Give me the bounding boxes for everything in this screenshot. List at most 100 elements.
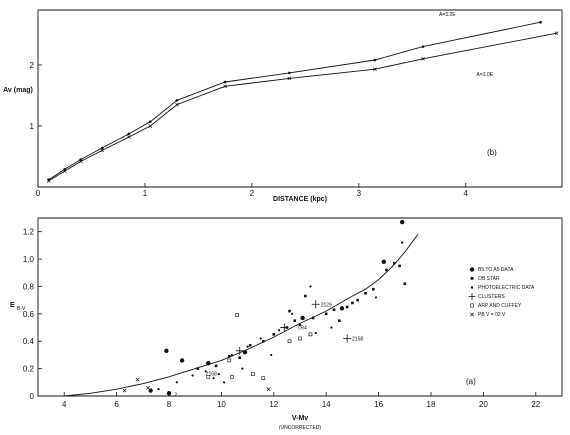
panel-b-point — [127, 132, 131, 136]
arp-cuffey-point — [251, 372, 255, 376]
photoelectric-point — [157, 388, 160, 391]
panel-a-points — [122, 219, 407, 396]
panel-b-point — [148, 120, 152, 123]
panel-b-point — [46, 179, 51, 183]
ob-star-point — [272, 333, 276, 336]
panel-a-x-tick-label: 20 — [479, 400, 488, 409]
photoelectric-point — [241, 367, 244, 370]
photoelectric-point — [230, 353, 233, 357]
color-excess-panel: 4 6 8 10 12 14 16 18 20 22 0 0.2 0.4 0.6 0.8 1.0 1.2 212… — [10, 217, 563, 431]
panel-b-point — [539, 20, 542, 24]
ob-star-point — [214, 364, 218, 368]
cluster-point — [343, 334, 352, 343]
b5-a5-point — [179, 358, 185, 363]
photoelectric-point — [298, 323, 302, 326]
photoelectric-point — [217, 372, 220, 376]
photoelectric-point — [204, 370, 207, 373]
panel-b-y-axis-label: Av (mag) — [3, 87, 33, 94]
ob-star-point — [238, 356, 242, 359]
ob-star-point — [248, 344, 252, 347]
legend-entry: ARP AND CUFFEY — [478, 303, 522, 309]
pb-point — [122, 388, 127, 393]
legend-entry: OB STAR — [478, 276, 500, 282]
b5-a5-point — [300, 315, 305, 321]
panel-b-label: (b) — [487, 148, 497, 157]
panel-b-point — [421, 56, 425, 61]
panel-b-series-line — [48, 21, 541, 181]
extinction-curve — [64, 234, 419, 397]
arp-cuffey-point — [206, 375, 211, 379]
b5-a5-point — [339, 306, 345, 311]
label-2168: 2168 — [206, 372, 217, 378]
legend-entry: B5 TO A5 DATA — [478, 267, 514, 273]
panel-b-point — [175, 99, 179, 102]
panel-b-y-tick-label: 2 — [30, 61, 35, 70]
photoelectric-point — [330, 326, 333, 329]
legend-entry: CLUSTERS — [478, 294, 505, 300]
panel-a-y-tick-label: 0.6 — [23, 310, 35, 319]
b5-a5-point — [242, 349, 248, 355]
extinction-distance-panel: 0 1 2 3 4 1 2 A=3.2E A=3.0E DISTANCE (kpc) Av (… — [3, 9, 563, 203]
panel-a-x-tick-label: 4 — [62, 400, 67, 409]
panel-a-ticks: 4 6 8 10 12 14 16 18 20 22 0 0.2 0.4 0.6 0.8 1.0 1.2 — [23, 228, 541, 409]
panel-a-x-tick-label: 12 — [269, 400, 278, 409]
panel-b-series-label: A=3.0E — [476, 72, 493, 78]
ob-star-point — [288, 309, 291, 313]
panel-b-series-line — [48, 32, 557, 182]
panel-a-y-tick-label: 1.2 — [23, 228, 35, 237]
legend-marker-pb — [470, 312, 474, 317]
panel-b-point — [288, 71, 291, 75]
panel-b-point — [63, 168, 67, 171]
ob-star-point — [364, 292, 367, 295]
photoelectric-point — [401, 241, 404, 244]
legend-entry: PB V = 02 V — [478, 312, 506, 318]
panel-a-x-tick-label: 6 — [114, 400, 119, 409]
pb-point — [266, 387, 271, 392]
photoelectric-point — [246, 345, 249, 348]
panel-b-x-tick-label: 0 — [36, 189, 41, 198]
label-2: 2 — [174, 393, 177, 399]
panel-a-x-tick-label: 22 — [531, 400, 540, 409]
photoelectric-point — [270, 353, 273, 357]
ob-star-point — [293, 319, 297, 322]
b5-a5-point — [166, 391, 172, 396]
panel-b-point — [421, 45, 425, 48]
arp-cuffey-point — [287, 339, 292, 344]
ob-star-point — [196, 367, 200, 370]
ob-star-point — [393, 261, 396, 265]
panel-a-x-tick-label: 14 — [322, 400, 331, 409]
cluster-point — [311, 300, 320, 309]
photoelectric-point — [309, 285, 312, 288]
photoelectric-point — [175, 381, 178, 384]
arp-cuffey-point — [230, 375, 234, 379]
legend-marker-photoelectric — [470, 286, 474, 289]
pb-point — [146, 385, 150, 390]
panel-b-point — [79, 158, 83, 161]
panel-a-y-axis-label: E — [10, 302, 15, 309]
cluster-label-2129: 2129 — [321, 302, 332, 308]
ob-star-point — [338, 319, 341, 322]
panel-a-y-axis-label-sub: B-V — [17, 306, 26, 312]
ob-star-point — [227, 354, 231, 358]
panel-a-label: (a) — [466, 377, 476, 386]
panel-a-x-tick-label: 18 — [427, 400, 436, 409]
arp-cuffey-point — [298, 336, 302, 341]
panel-b-y-tick-label: 1 — [30, 122, 35, 131]
panel-a-x-tick-label: 8 — [167, 400, 172, 409]
panel-a-legend: B5 TO A5 DATA OB STAR PHOTOELECTRIC DATA CL… — [468, 267, 535, 318]
cluster-label-2158: 2158 — [352, 336, 363, 342]
pb-point — [135, 377, 140, 382]
ob-star-point — [403, 282, 407, 286]
panel-a-y-tick-label: 0.8 — [23, 282, 35, 291]
panel-a-x-tick-label: 16 — [374, 400, 383, 409]
panel-b-point — [100, 146, 104, 150]
ob-star-point — [356, 298, 359, 302]
photoelectric-point — [212, 377, 215, 380]
panel-b-point — [287, 76, 292, 81]
panel-a-labels: 2129 2158 TR4 2168 2 — [174, 302, 363, 398]
panel-b-point — [373, 67, 377, 72]
cluster-label-tr4: TR4 — [297, 326, 307, 332]
cluster-point — [235, 346, 244, 355]
ob-star-point — [332, 308, 336, 312]
panel-b-point — [175, 102, 179, 107]
